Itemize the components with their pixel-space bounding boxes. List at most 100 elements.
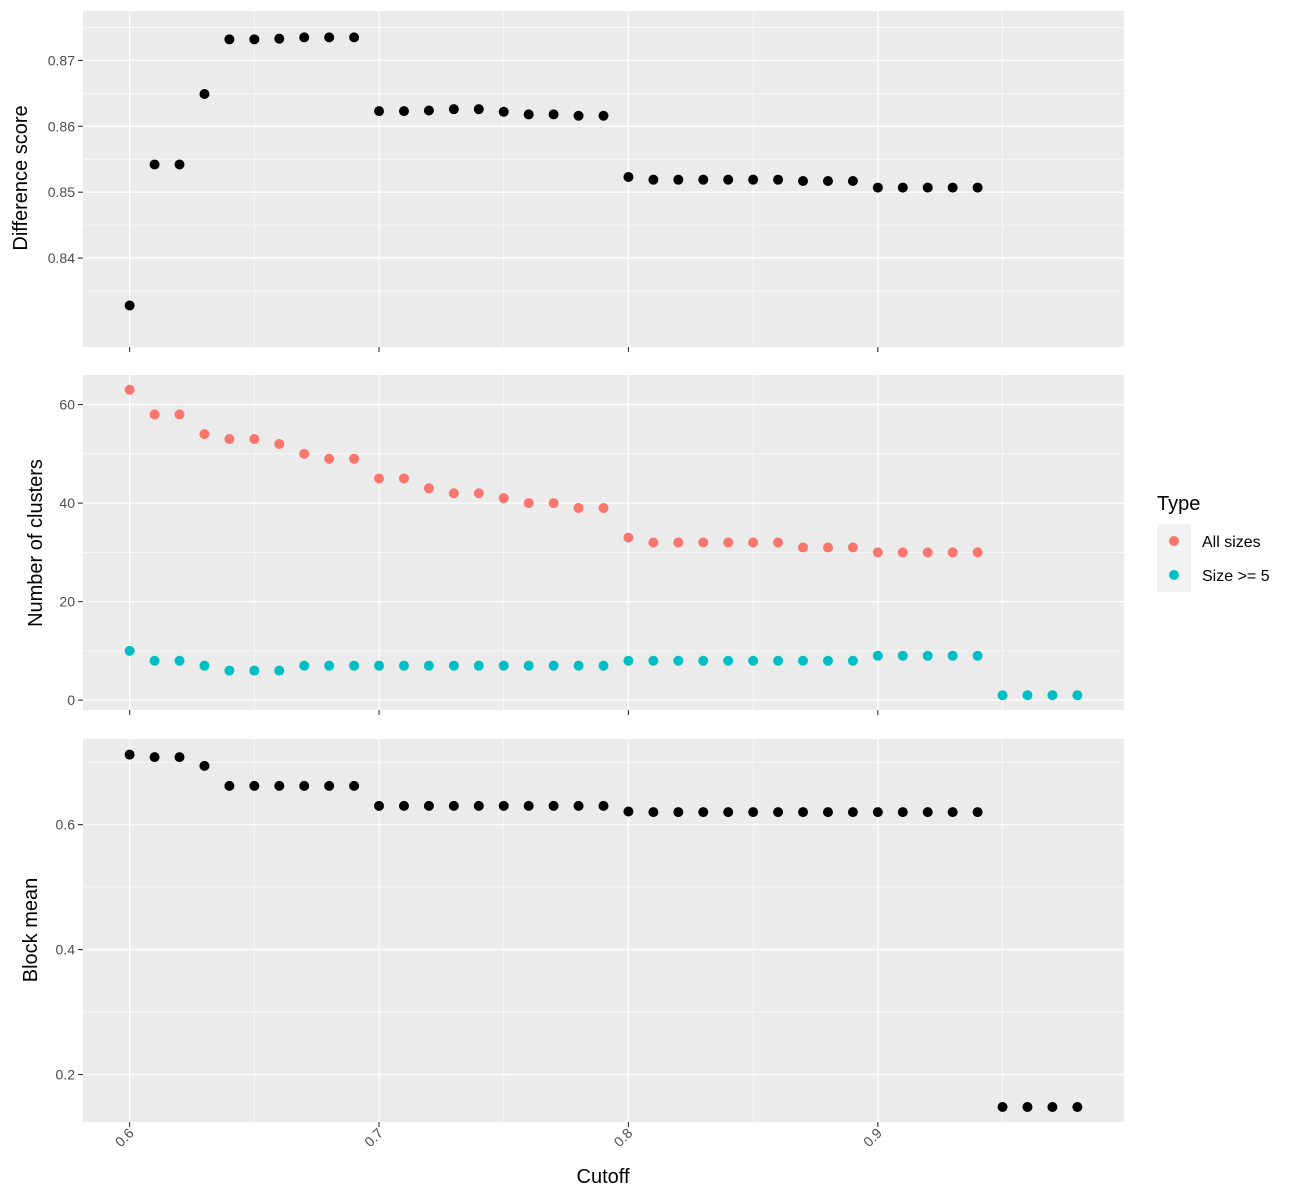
size-5-point: [648, 655, 659, 666]
data-point: [124, 300, 135, 311]
all-sizes-point: [124, 384, 135, 395]
all-sizes-point: [698, 537, 709, 548]
y-tick-labels-difference-score: 0.84 0.85 0.86 0.87: [48, 52, 75, 266]
panel-number-of-clusters: [83, 375, 1124, 710]
size-5-point: [398, 660, 409, 671]
all-sizes-point: [773, 537, 784, 548]
data-point: [922, 182, 933, 193]
all-sizes-point: [523, 498, 534, 509]
data-point: [673, 174, 684, 185]
x-tick-label: 0.6: [112, 1125, 137, 1150]
all-sizes-point: [448, 488, 459, 499]
legend-marker-size-ge-5: [1169, 570, 1179, 580]
all-sizes-point: [623, 532, 634, 543]
size-5-point: [324, 660, 335, 671]
size-5-point: [798, 655, 809, 666]
size-5-point: [473, 660, 484, 671]
size-5-point: [548, 660, 559, 671]
data-point: [548, 800, 559, 811]
data-point: [349, 780, 360, 791]
data-point: [723, 174, 734, 185]
all-sizes-point: [972, 547, 983, 558]
y-tick-label: 0.85: [48, 184, 75, 200]
data-point: [448, 104, 459, 115]
data-point: [249, 780, 260, 791]
y-tick-label: 0.86: [48, 118, 75, 134]
size-5-point: [274, 665, 285, 676]
data-point: [897, 807, 908, 818]
data-point: [199, 760, 210, 771]
size-5-point: [374, 660, 385, 671]
data-point: [149, 159, 160, 170]
data-point: [398, 800, 409, 811]
data-point: [972, 807, 983, 818]
data-point: [673, 807, 684, 818]
data-point: [149, 752, 160, 763]
all-sizes-point: [498, 493, 509, 504]
size-5-point: [199, 660, 210, 671]
data-point: [847, 175, 858, 186]
x-tick-label: 0.9: [860, 1125, 885, 1150]
y-tick-label: 0.84: [48, 250, 75, 266]
size-5-point: [423, 660, 434, 671]
data-points: [124, 32, 1083, 1113]
panel-block-mean: [83, 739, 1124, 1122]
data-point: [623, 172, 634, 183]
data-point: [623, 806, 634, 817]
size-5-point: [723, 655, 734, 666]
all-sizes-point: [349, 453, 360, 464]
data-point: [648, 807, 659, 818]
size-5-point: [897, 650, 908, 661]
all-sizes-point: [398, 473, 409, 484]
all-sizes-point: [673, 537, 684, 548]
data-point: [1022, 1102, 1033, 1113]
legend-title: Type: [1157, 493, 1200, 515]
all-sizes-point: [324, 453, 335, 464]
size-5-point: [997, 690, 1008, 701]
data-point: [423, 800, 434, 811]
size-5-point: [773, 655, 784, 666]
all-sizes-point: [423, 483, 434, 494]
all-sizes-point: [723, 537, 734, 548]
data-point: [698, 807, 709, 818]
size-5-point: [673, 655, 684, 666]
y-tick-label: 60: [59, 397, 75, 413]
x-axis-title: Cutoff: [577, 1166, 630, 1188]
data-point: [523, 109, 534, 120]
all-sizes-point: [922, 547, 933, 558]
y-tick-label: 0: [67, 692, 75, 708]
data-point: [224, 780, 235, 791]
all-sizes-point: [249, 434, 260, 445]
size-5-point: [1022, 690, 1033, 701]
data-point: [1072, 1102, 1083, 1113]
data-point: [573, 110, 584, 121]
y-tick-label: 40: [59, 495, 75, 511]
y-tick-labels-number-of-clusters: 0 20 40 60: [59, 397, 75, 709]
data-point: [922, 807, 933, 818]
size-5-point: [947, 650, 958, 661]
size-5-point: [149, 655, 160, 666]
data-point: [847, 807, 858, 818]
size-5-point: [349, 660, 360, 671]
size-5-point: [448, 660, 459, 671]
all-sizes-point: [548, 498, 559, 509]
data-point: [548, 109, 559, 120]
size-5-point: [224, 665, 235, 676]
data-point: [398, 106, 409, 117]
panel-difference-score: [83, 11, 1124, 347]
all-sizes-point: [648, 537, 659, 548]
all-sizes-point: [174, 409, 185, 420]
data-point: [274, 780, 285, 791]
data-point: [124, 749, 135, 760]
data-point: [174, 752, 185, 763]
data-point: [598, 110, 609, 121]
data-point: [423, 105, 434, 116]
data-point: [299, 780, 310, 791]
data-point: [299, 32, 310, 43]
y-axis-title-number-of-clusters: Number of clusters: [25, 459, 47, 627]
data-point: [274, 33, 285, 44]
y-tick-labels-block-mean: 0.2 0.4 0.6: [56, 817, 76, 1083]
legend: Type All sizes Size >= 5: [1157, 493, 1270, 592]
y-tick-label: 0.87: [48, 52, 75, 68]
